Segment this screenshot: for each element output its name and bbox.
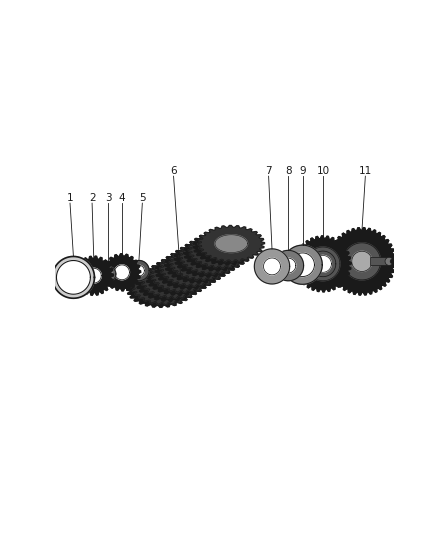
Text: 5: 5 <box>139 193 146 203</box>
Bar <box>371 257 389 265</box>
Polygon shape <box>198 225 265 262</box>
Polygon shape <box>210 238 243 256</box>
Polygon shape <box>291 253 314 277</box>
Polygon shape <box>148 277 181 295</box>
Polygon shape <box>57 261 90 294</box>
Polygon shape <box>146 259 212 295</box>
Polygon shape <box>129 261 149 281</box>
Polygon shape <box>151 256 217 292</box>
Polygon shape <box>188 231 255 268</box>
Polygon shape <box>172 262 205 280</box>
Polygon shape <box>86 268 101 283</box>
Polygon shape <box>158 271 191 289</box>
Text: 8: 8 <box>285 166 292 176</box>
Polygon shape <box>182 256 214 274</box>
Polygon shape <box>310 251 336 277</box>
Polygon shape <box>254 249 290 284</box>
Polygon shape <box>174 240 241 277</box>
Polygon shape <box>191 250 224 268</box>
Polygon shape <box>170 244 236 280</box>
Polygon shape <box>201 244 233 262</box>
Polygon shape <box>74 256 113 295</box>
Polygon shape <box>136 265 203 301</box>
Text: 3: 3 <box>105 193 112 203</box>
Polygon shape <box>343 243 381 280</box>
Polygon shape <box>264 258 280 275</box>
Text: 6: 6 <box>170 166 177 176</box>
Text: 1: 1 <box>67 193 73 203</box>
Polygon shape <box>160 250 226 286</box>
Polygon shape <box>205 241 238 259</box>
Text: 11: 11 <box>359 166 372 176</box>
Polygon shape <box>281 258 296 273</box>
Polygon shape <box>114 265 130 280</box>
Polygon shape <box>127 271 193 308</box>
Polygon shape <box>153 274 186 292</box>
Polygon shape <box>283 245 322 284</box>
Circle shape <box>385 257 393 265</box>
Polygon shape <box>53 256 95 298</box>
Polygon shape <box>193 229 260 265</box>
Polygon shape <box>144 280 176 298</box>
Polygon shape <box>352 251 372 271</box>
Polygon shape <box>187 253 219 271</box>
Circle shape <box>390 259 395 264</box>
Polygon shape <box>295 236 351 292</box>
Polygon shape <box>184 235 250 271</box>
Text: 4: 4 <box>119 193 125 203</box>
Polygon shape <box>215 235 247 253</box>
Polygon shape <box>306 247 340 281</box>
Text: 9: 9 <box>299 166 306 176</box>
Polygon shape <box>328 228 396 295</box>
Polygon shape <box>103 254 141 291</box>
Text: 7: 7 <box>265 166 272 176</box>
Polygon shape <box>105 271 112 277</box>
Polygon shape <box>165 247 231 283</box>
Polygon shape <box>273 251 304 281</box>
Polygon shape <box>177 259 209 277</box>
Polygon shape <box>134 265 145 276</box>
Polygon shape <box>155 253 222 289</box>
Polygon shape <box>196 247 229 265</box>
Polygon shape <box>314 255 332 272</box>
Text: 2: 2 <box>89 193 95 203</box>
Polygon shape <box>167 265 200 283</box>
Polygon shape <box>162 268 195 286</box>
Polygon shape <box>141 262 208 298</box>
Polygon shape <box>179 238 246 274</box>
Polygon shape <box>101 266 116 281</box>
Text: 10: 10 <box>316 166 329 176</box>
Polygon shape <box>131 268 198 304</box>
